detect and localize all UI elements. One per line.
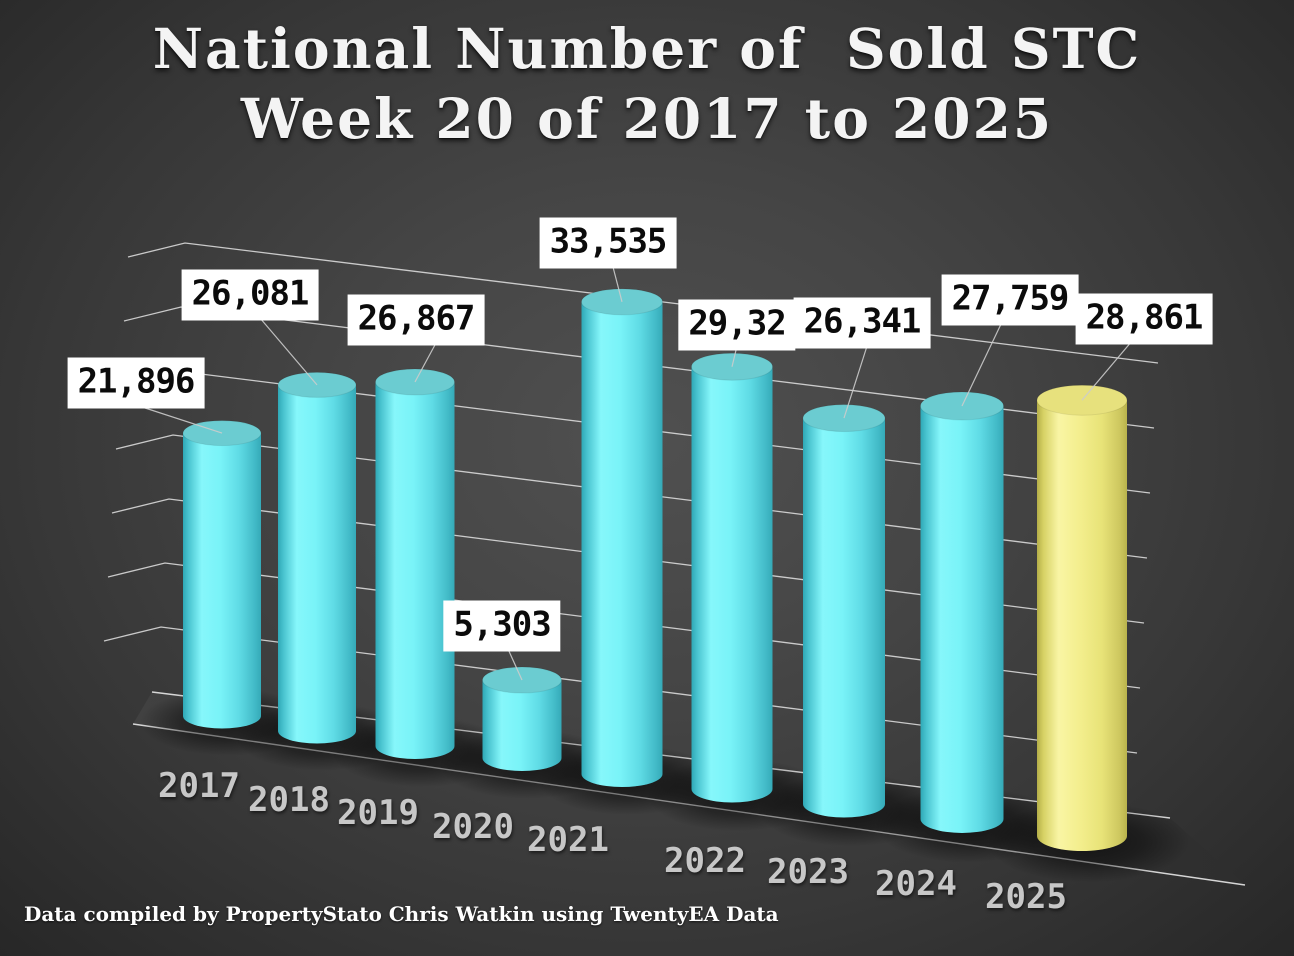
axis-label-2022: 2022 [664, 841, 746, 881]
data-label-2023: 26,341 [793, 297, 931, 349]
axis-label-2018: 2018 [248, 780, 330, 820]
axis-label-2020: 2020 [432, 807, 514, 847]
axis-label-2019: 2019 [337, 793, 419, 833]
chart-title: National Number of Sold STC Week 20 of 2… [0, 14, 1294, 154]
axis-label-2021: 2021 [527, 820, 609, 860]
data-label-2020: 5,303 [443, 600, 561, 652]
data-label-2025: 28,861 [1075, 293, 1213, 345]
data-label-2022-truncated: 29,32 [678, 299, 796, 351]
chart-title-line-2: Week 20 of 2017 to 2025 [240, 85, 1054, 151]
axis-label-2024: 2024 [875, 864, 957, 904]
axis-label-2025: 2025 [985, 877, 1067, 917]
axis-label-2017: 2017 [158, 766, 240, 806]
data-label-2024: 27,759 [941, 274, 1079, 326]
data-label-2019: 26,867 [347, 294, 485, 346]
data-attribution: Data compiled by PropertyStato Chris Wat… [24, 902, 779, 926]
axis-label-2023: 2023 [767, 852, 849, 892]
chart-title-line-1: National Number of Sold STC [152, 16, 1142, 81]
data-label-2021: 33,535 [539, 217, 677, 269]
data-label-2017: 21,896 [67, 357, 205, 409]
data-label-2018: 26,081 [181, 269, 319, 321]
